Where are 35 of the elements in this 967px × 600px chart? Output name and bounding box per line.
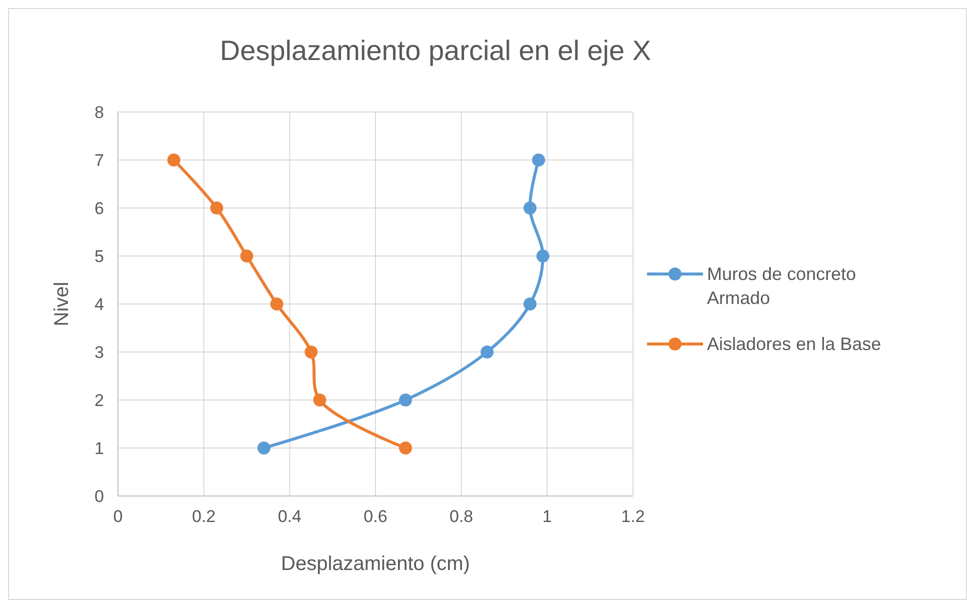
- point: [240, 250, 254, 262]
- y-tick-label: 5: [94, 247, 104, 266]
- point: [536, 250, 550, 262]
- x-axis-title: Desplazamiento (cm): [281, 553, 470, 575]
- point: [399, 442, 412, 454]
- x-tick-label: 0.2: [192, 507, 216, 526]
- legend-label: Muros de concreto Armado: [707, 264, 856, 308]
- x-tick-label: 1.2: [621, 507, 645, 526]
- y-tick-label: 4: [94, 295, 104, 314]
- point: [167, 154, 180, 166]
- point: [257, 442, 270, 454]
- x-tick-label: 1: [542, 507, 552, 526]
- y-tick-label: 0: [94, 487, 104, 506]
- x-tick-label: 0.6: [364, 507, 388, 526]
- point: [524, 298, 536, 310]
- x-tick-label: 0: [113, 507, 123, 526]
- point: [270, 298, 284, 310]
- y-tick-label: 6: [94, 199, 104, 218]
- x-tick-label: 0.4: [278, 507, 302, 526]
- y-tick-label: 2: [94, 391, 104, 410]
- y-tick-label: 1: [94, 439, 104, 458]
- point: [313, 394, 326, 406]
- x-tick-label: 0.8: [450, 507, 474, 526]
- y-tick-label: 3: [94, 343, 104, 362]
- y-tick-label: 7: [94, 151, 104, 170]
- y-axis-title: Nivel: [51, 282, 73, 326]
- point: [210, 202, 224, 214]
- chart-title: Desplazamiento parcial en el eje X: [220, 35, 652, 66]
- point: [399, 394, 412, 406]
- point: [532, 154, 546, 166]
- point: [480, 346, 494, 358]
- legend-label: Aisladores en la Base: [707, 334, 882, 354]
- point: [524, 202, 536, 214]
- y-tick-label: 8: [94, 103, 104, 122]
- point: [304, 346, 318, 358]
